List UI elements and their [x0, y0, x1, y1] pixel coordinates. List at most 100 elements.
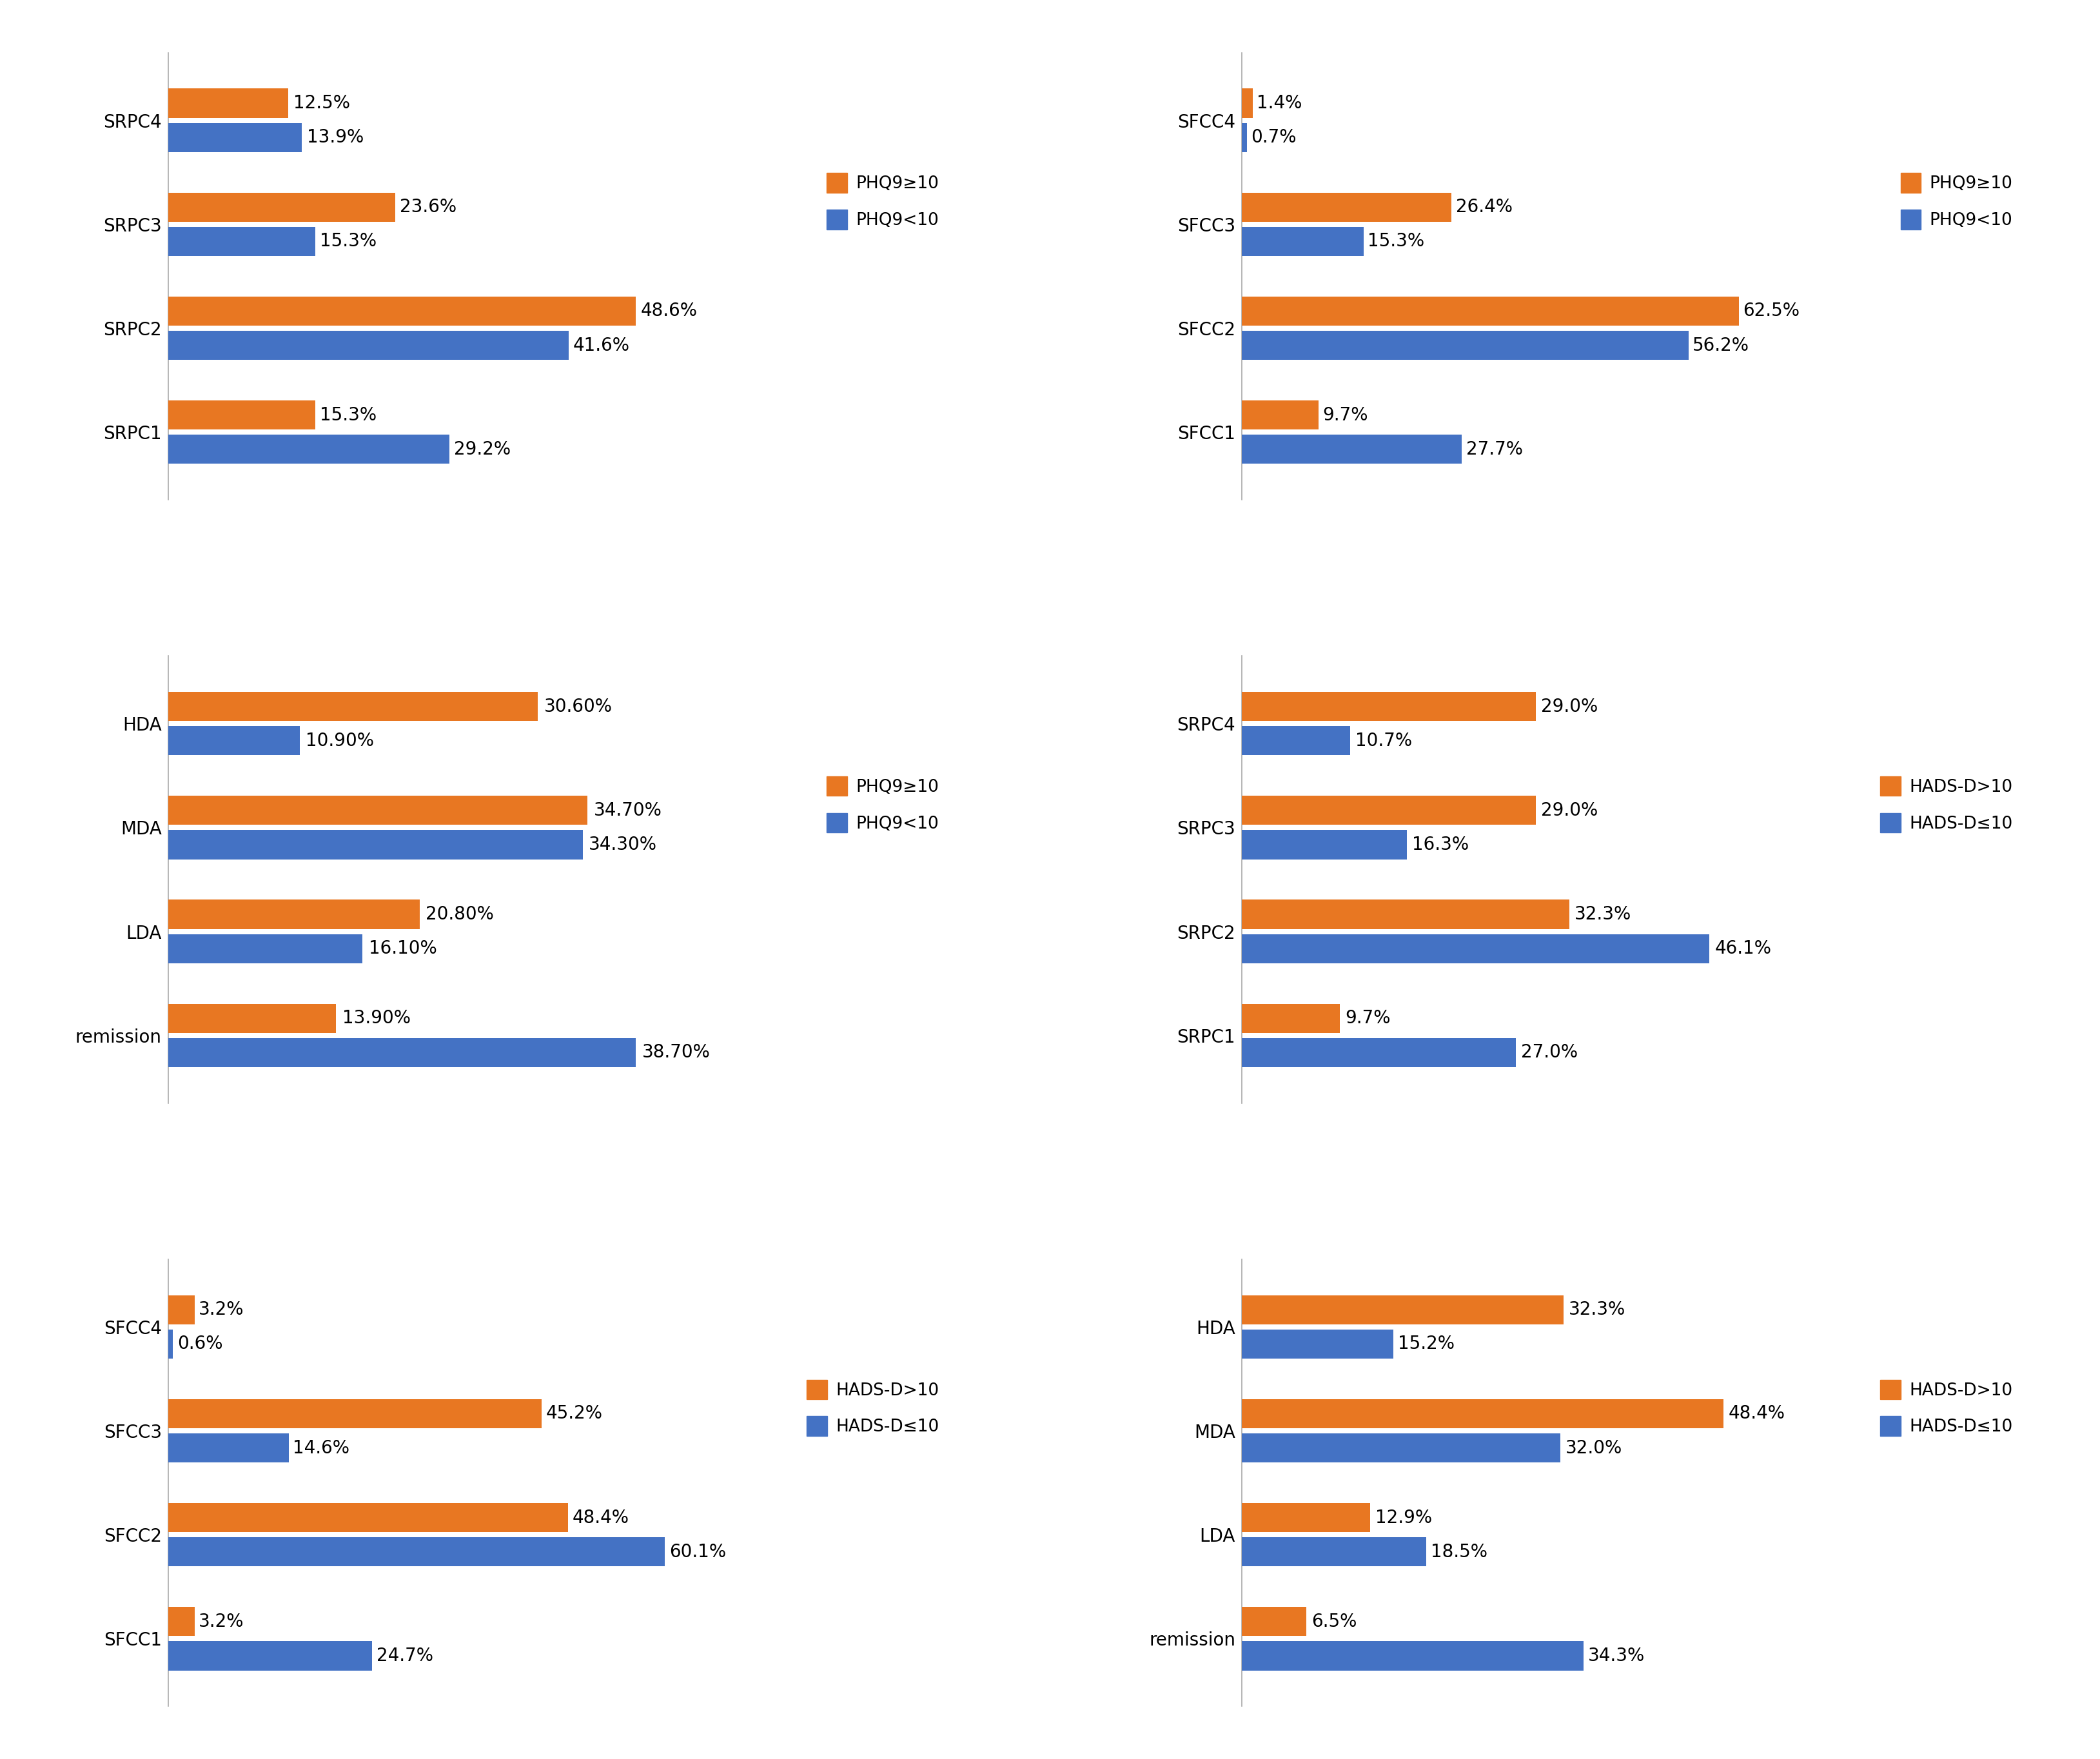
Legend: HADS-D>10, HADS-D≤10: HADS-D>10, HADS-D≤10 [1880, 776, 2012, 832]
Text: 45.2%: 45.2% [546, 1405, 603, 1423]
Text: 9.7%: 9.7% [1323, 406, 1369, 424]
Bar [1241, 795, 1535, 825]
Text: 15.3%: 15.3% [1367, 232, 1424, 250]
Bar [168, 88, 288, 118]
Bar [168, 1434, 290, 1462]
Text: 15.2%: 15.2% [1399, 1335, 1455, 1353]
Bar [168, 1641, 372, 1671]
Text: 0.7%: 0.7% [1252, 128, 1296, 146]
Text: 16.10%: 16.10% [370, 939, 437, 957]
Bar [1241, 934, 1709, 964]
Text: 38.70%: 38.70% [643, 1043, 710, 1062]
Bar [168, 901, 420, 929]
Text: 1.4%: 1.4% [1256, 95, 1302, 113]
Bar [1241, 691, 1535, 721]
Text: 13.90%: 13.90% [342, 1010, 410, 1027]
Bar [1241, 830, 1407, 858]
Text: 46.1%: 46.1% [1714, 939, 1770, 957]
Text: 29.0%: 29.0% [1541, 802, 1598, 820]
Bar [168, 434, 449, 464]
Text: 6.5%: 6.5% [1310, 1613, 1357, 1631]
Text: 27.0%: 27.0% [1520, 1043, 1577, 1062]
Bar [1241, 192, 1451, 222]
Bar [1241, 88, 1254, 118]
Text: 18.5%: 18.5% [1430, 1543, 1487, 1560]
Bar [1241, 1608, 1306, 1636]
Text: 56.2%: 56.2% [1693, 336, 1749, 354]
Text: 34.30%: 34.30% [588, 836, 657, 853]
Bar [1241, 434, 1462, 464]
Bar [168, 726, 300, 755]
Bar [1241, 1295, 1562, 1325]
Text: 30.60%: 30.60% [544, 697, 613, 716]
Text: 26.4%: 26.4% [1455, 199, 1512, 216]
Text: 48.6%: 48.6% [640, 303, 697, 320]
Text: 20.80%: 20.80% [426, 906, 494, 923]
Bar [168, 1537, 666, 1567]
Bar [1241, 227, 1363, 257]
Bar [168, 1004, 336, 1033]
Legend: HADS-D>10, HADS-D≤10: HADS-D>10, HADS-D≤10 [806, 1379, 939, 1435]
Bar [168, 691, 538, 721]
Text: 16.3%: 16.3% [1411, 836, 1470, 853]
Text: 3.2%: 3.2% [200, 1300, 244, 1319]
Bar [168, 1502, 569, 1532]
Text: 62.5%: 62.5% [1743, 303, 1800, 320]
Bar [1241, 1038, 1516, 1068]
Text: 48.4%: 48.4% [573, 1509, 630, 1527]
Bar [1241, 401, 1319, 429]
Text: 3.2%: 3.2% [200, 1613, 244, 1631]
Text: 29.0%: 29.0% [1541, 697, 1598, 716]
Text: 34.3%: 34.3% [1588, 1646, 1644, 1664]
Text: 32.3%: 32.3% [1575, 906, 1632, 923]
Bar [168, 795, 588, 825]
Bar [1241, 1641, 1583, 1671]
Text: 41.6%: 41.6% [573, 336, 630, 354]
Text: 9.7%: 9.7% [1346, 1010, 1390, 1027]
Bar [168, 830, 582, 858]
Text: 48.4%: 48.4% [1728, 1405, 1785, 1423]
Bar [168, 1038, 636, 1068]
Text: 10.90%: 10.90% [307, 732, 374, 749]
Bar [168, 1295, 195, 1325]
Text: 15.3%: 15.3% [319, 406, 376, 424]
Bar [168, 192, 395, 222]
Text: 32.3%: 32.3% [1569, 1300, 1625, 1319]
Bar [168, 401, 315, 429]
Bar [168, 297, 636, 325]
Bar [168, 227, 315, 257]
Bar [1241, 297, 1739, 325]
Bar [1241, 1398, 1724, 1428]
Text: 14.6%: 14.6% [292, 1439, 349, 1456]
Bar [1241, 1537, 1426, 1567]
Bar [168, 934, 363, 964]
Bar [1241, 331, 1688, 361]
Text: 34.70%: 34.70% [594, 802, 662, 820]
Legend: PHQ9≥10, PHQ9<10: PHQ9≥10, PHQ9<10 [1901, 172, 2012, 229]
Bar [168, 331, 569, 361]
Bar [1241, 901, 1569, 929]
Text: 13.9%: 13.9% [307, 128, 363, 146]
Text: 32.0%: 32.0% [1565, 1439, 1621, 1456]
Text: 15.3%: 15.3% [319, 232, 376, 250]
Bar [1241, 1004, 1340, 1033]
Bar [1241, 123, 1247, 151]
Legend: HADS-D>10, HADS-D≤10: HADS-D>10, HADS-D≤10 [1880, 1379, 2012, 1435]
Legend: PHQ9≥10, PHQ9<10: PHQ9≥10, PHQ9<10 [827, 776, 939, 832]
Bar [1241, 1434, 1560, 1462]
Bar [168, 1398, 542, 1428]
Text: 24.7%: 24.7% [376, 1646, 433, 1664]
Text: 0.6%: 0.6% [176, 1335, 223, 1353]
Text: 12.5%: 12.5% [294, 95, 351, 113]
Text: 60.1%: 60.1% [670, 1543, 727, 1560]
Bar [168, 123, 302, 151]
Text: 10.7%: 10.7% [1354, 732, 1411, 749]
Bar [168, 1330, 172, 1358]
Legend: PHQ9≥10, PHQ9<10: PHQ9≥10, PHQ9<10 [827, 172, 939, 229]
Text: 29.2%: 29.2% [454, 440, 510, 459]
Bar [168, 1608, 195, 1636]
Text: 27.7%: 27.7% [1466, 440, 1522, 459]
Text: 23.6%: 23.6% [399, 199, 458, 216]
Bar [1241, 726, 1350, 755]
Bar [1241, 1502, 1369, 1532]
